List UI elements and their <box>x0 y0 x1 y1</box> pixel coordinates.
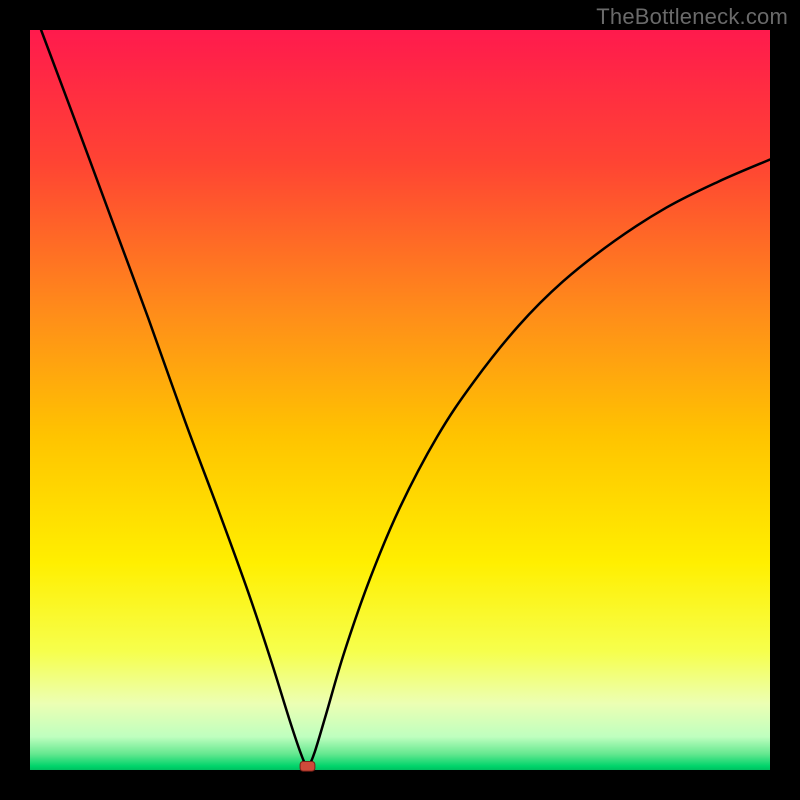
bottleneck-chart <box>0 0 800 800</box>
plot-background <box>30 30 770 770</box>
minimum-marker <box>300 761 315 771</box>
